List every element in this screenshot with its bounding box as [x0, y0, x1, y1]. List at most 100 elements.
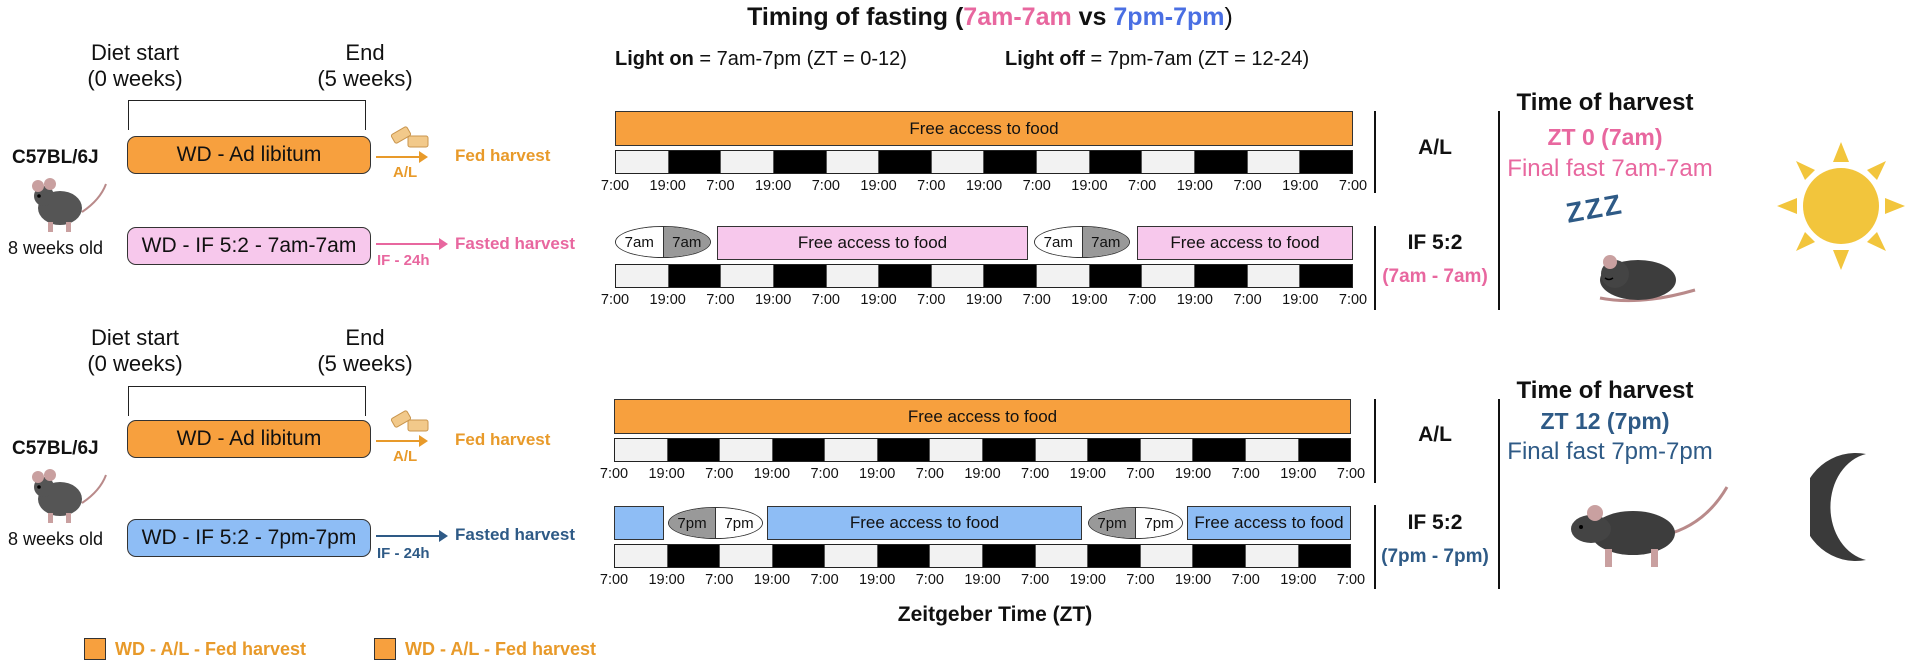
- fast-lens-am-2: 7am 7am: [1034, 226, 1130, 258]
- tick-label: 7:00: [1233, 292, 1262, 308]
- dark-cell: [1297, 439, 1351, 461]
- light-cell: [615, 545, 667, 567]
- fast-lens-pm-1: 7pm 7pm: [668, 507, 763, 539]
- sun-icon: [1777, 142, 1905, 270]
- diet-start-label-2: Diet start (0 weeks): [87, 325, 183, 376]
- light-cell: [1244, 545, 1298, 567]
- light-cell: [615, 439, 667, 461]
- tick-label: 7:00: [600, 178, 630, 194]
- divider: [1374, 505, 1376, 589]
- tick-label: 19:00: [1174, 466, 1212, 482]
- fasted-harvest-arrow-pm: [376, 530, 448, 542]
- dark-cell: [1194, 265, 1247, 287]
- tick-label: 19:00: [859, 466, 896, 482]
- tick-label: 7:00: [811, 178, 840, 194]
- tick-label: 7:00: [1128, 178, 1157, 194]
- food-icon: [390, 126, 429, 148]
- dark-cell: [771, 545, 825, 567]
- al-tag-2: A/L: [393, 448, 418, 465]
- tick-label: 7:00: [810, 466, 839, 482]
- tick-label: 7:00: [706, 178, 735, 194]
- fast-lens-pm-2: 7pm 7pm: [1088, 507, 1183, 539]
- dark-cell: [1087, 439, 1140, 461]
- group-al-label-2: A/L: [1418, 423, 1452, 446]
- dark-cell: [1299, 265, 1352, 287]
- tick-label: 7:00: [599, 466, 629, 482]
- tick-label: 7:00: [600, 292, 630, 308]
- tick-labels: 7:00 19:00 7:00 19:00 7:00 19:00 7:00 19:00 7:00…: [600, 466, 1365, 486]
- dark-cell: [772, 151, 826, 173]
- light-cell: [719, 439, 772, 461]
- dark-cell: [772, 265, 826, 287]
- dark-cell: [666, 439, 720, 461]
- light-cell: [930, 151, 984, 173]
- dark-cell: [982, 439, 1035, 461]
- tick-label: 7:00: [705, 466, 734, 482]
- divider: [1374, 399, 1376, 483]
- light-cell: [1036, 151, 1089, 173]
- tick-labels: 7:00 19:00 7:00 19:00 7:00 19:00 7:00 19:00 7:00…: [600, 572, 1365, 592]
- light-cell: [1244, 439, 1298, 461]
- fed-harvest-label: Fed harvest: [455, 146, 551, 165]
- mouse-strain-label: C57BL/6J: [12, 147, 99, 168]
- tick-label: 7:00: [810, 572, 839, 588]
- light-cell: [824, 439, 877, 461]
- diet-if-am-box: WD - IF 5:2 - 7am-7am: [127, 227, 371, 265]
- dark-cell: [1299, 151, 1352, 173]
- dark-cell: [1192, 545, 1245, 567]
- tick-label: 7:00: [917, 292, 946, 308]
- diagram-title: Timing of fasting (7am-7am vs 7pm-7pm): [747, 3, 1233, 31]
- dark-cell: [983, 151, 1037, 173]
- tick-label: 19:00: [1282, 292, 1319, 308]
- dark-cell: [666, 545, 720, 567]
- tick-label: 7:00: [1231, 466, 1260, 482]
- tick-label: 7:00: [1126, 572, 1155, 588]
- light-cell: [1139, 545, 1193, 567]
- harvest-fast-am: Final fast 7am-7am: [1507, 155, 1713, 182]
- tick-label: 19:00: [965, 178, 1003, 194]
- mouse-age-label-2: 8 weeks old: [8, 529, 104, 549]
- light-cell: [1141, 265, 1195, 287]
- harvest-divider: [1498, 111, 1500, 310]
- tick-label: 7:00: [1336, 466, 1366, 482]
- dark-cell: [878, 265, 931, 287]
- tick-label: 19:00: [860, 292, 897, 308]
- group-if-sub-am: (7am - 7am): [1382, 266, 1488, 287]
- fed-harvest-arrow-2: [376, 435, 428, 447]
- title-7pm-7pm: 7pm-7pm: [1113, 3, 1225, 31]
- dark-cell: [876, 545, 930, 567]
- dark-cell: [1297, 545, 1351, 567]
- tick-label: 7:00: [1231, 572, 1260, 588]
- al-tag: A/L: [393, 164, 418, 181]
- diet-al-box: WD - Ad libitum: [127, 136, 371, 174]
- fed-harvest-label-2: Fed harvest: [455, 430, 551, 449]
- tick-label: 19:00: [649, 292, 686, 308]
- tick-label: 19:00: [754, 292, 792, 308]
- dark-cell: [878, 151, 931, 173]
- end-label-2: End (5 weeks): [317, 325, 413, 376]
- tick-label: 19:00: [1176, 178, 1213, 194]
- sleeping-mouse-icon: [1599, 255, 1696, 303]
- tick-label: 7:00: [1022, 292, 1051, 308]
- free-access-bar-if-am-2: Free access to food: [1137, 226, 1353, 260]
- legend-label-2: WD - A/L - Fed harvest: [405, 639, 597, 659]
- tick-label: 19:00: [753, 572, 791, 588]
- tick-label: 19:00: [860, 178, 897, 194]
- dark-cell: [667, 151, 721, 173]
- tick-label: 7:00: [1128, 292, 1157, 308]
- tick-label: 19:00: [648, 466, 685, 482]
- tick-label: 7:00: [1126, 466, 1155, 482]
- harvest-time-am: ZT 0 (7am): [1547, 124, 1663, 150]
- light-cell: [825, 151, 879, 173]
- food-icon-2: [390, 410, 429, 432]
- tick-label: 19:00: [1176, 292, 1213, 308]
- tick-label: 19:00: [859, 572, 896, 588]
- x-axis-label: Zeitgeber Time (ZT): [897, 603, 1093, 626]
- dark-cell: [771, 439, 825, 461]
- free-access-bar-if-pm-1: Free access to food: [767, 506, 1082, 540]
- light-cell: [720, 265, 773, 287]
- mouse-icon-2: [32, 469, 107, 523]
- walking-mouse-icon: [1571, 486, 1729, 567]
- diet-if-pm-box: WD - IF 5:2 - 7pm-7pm: [127, 519, 371, 557]
- title-7am-7am: 7am-7am: [963, 3, 1072, 31]
